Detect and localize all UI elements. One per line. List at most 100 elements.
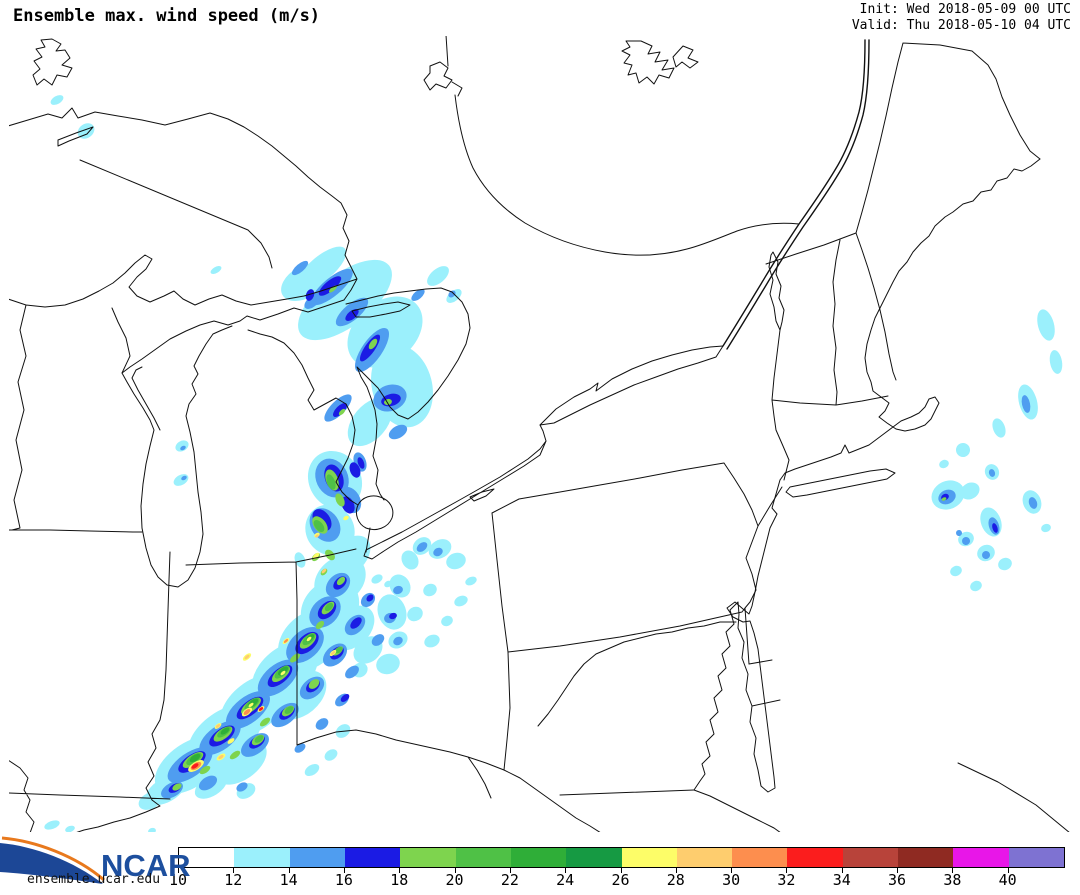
wind-speed-cell — [1041, 523, 1051, 533]
init-time-label: Init: Wed 2018-05-09 00 UTC — [859, 2, 1071, 17]
wind-speed-cell — [393, 585, 403, 595]
wind-speed-cell — [340, 694, 350, 702]
wind-speed-cell — [77, 123, 95, 139]
atlantic-coastline — [779, 158, 1041, 481]
page-title: Ensemble max. wind speed (m/s) — [13, 6, 321, 26]
wind-speed-cell — [988, 469, 996, 477]
lake-nipigon — [32, 38, 73, 86]
colorbar-tick — [897, 868, 899, 873]
wind-speed-cell — [433, 547, 443, 557]
colorbar-tick — [731, 868, 733, 873]
run-metadata: Init: Wed 2018-05-09 00 UTC Valid: Thu 2… — [852, 2, 1071, 34]
wind-speed-cell — [50, 95, 64, 105]
wind-speed-cell — [423, 583, 437, 597]
colorbar-tick-label: 36 — [888, 871, 907, 889]
map-frame — [9, 36, 1070, 832]
upper-peninsula-shore — [121, 299, 345, 374]
mid-atlantic-borders — [491, 462, 783, 771]
wind-speed-cell — [329, 535, 371, 577]
wind-speed-cell — [368, 338, 378, 350]
niagara-river — [539, 424, 547, 442]
colorbar-tick-label: 18 — [390, 871, 409, 889]
colorbar-segment — [1008, 848, 1064, 867]
lake-huron-georgian-bay — [345, 287, 471, 501]
chesapeake-coast — [693, 479, 781, 793]
wind-speed-cell — [343, 515, 349, 521]
valid-time-label: Valid: Thu 2018-05-10 04 UTC — [851, 18, 1071, 33]
wind-speed-cell — [324, 749, 338, 761]
wind-speed-contours — [44, 95, 1063, 832]
colorbar-segment — [400, 848, 456, 867]
long-island — [785, 468, 896, 498]
wind-speed-cell — [229, 750, 241, 760]
wind-speed-cell — [318, 276, 342, 296]
st-lawrence-river — [722, 39, 870, 350]
lake-ontario — [539, 345, 724, 426]
wind-speed-cell — [970, 580, 982, 592]
wind-speed-cell — [283, 639, 289, 643]
colorbar-tick — [399, 868, 401, 873]
colorbar-segment — [732, 848, 788, 867]
colorbar-tick-label: 12 — [224, 871, 243, 889]
wind-speed-cell — [407, 606, 423, 622]
colorbar-segment — [898, 848, 954, 867]
wind-speed-cell — [982, 551, 990, 559]
wind-speed-cell — [939, 459, 949, 469]
colorbar-segment — [953, 848, 1009, 867]
wind-speed-cell — [315, 534, 319, 538]
wind-speed-cell — [441, 615, 453, 627]
colorbar-tick-label: 20 — [445, 871, 464, 889]
wind-speed-cell — [308, 679, 320, 689]
wind-speed-cell — [254, 735, 264, 743]
wind-speed-cell — [298, 259, 392, 341]
wind-speed-cell — [333, 403, 347, 417]
southeast-coast-lines — [693, 762, 1070, 832]
colorbar-tick — [288, 868, 290, 873]
colorbar-tick — [1007, 868, 1009, 873]
colorbar-tick-label: 24 — [556, 871, 575, 889]
wind-speed-cell — [138, 792, 162, 810]
wind-speed-cell — [448, 290, 456, 298]
wind-speed-cell — [376, 653, 400, 675]
colorbar-segment — [179, 848, 235, 867]
wind-speed-cell — [956, 443, 970, 457]
wind-speed-cell — [173, 474, 189, 486]
wind-speed-cell — [315, 718, 329, 730]
wind-speed-cell — [258, 707, 264, 711]
wind-speed-cell — [424, 634, 440, 648]
wind-speed-cell — [148, 827, 156, 832]
wind-speed-cell — [244, 654, 250, 660]
wind-speed-cell — [304, 763, 320, 777]
wind-speed-cell — [172, 783, 182, 791]
wind-speed-cell — [218, 754, 224, 760]
colorbar-segment — [455, 848, 511, 867]
colorbar-tick-label: 22 — [500, 871, 519, 889]
lake-michigan — [121, 325, 233, 588]
colorbar-tick-label: 34 — [832, 871, 851, 889]
wind-speed-cell — [371, 574, 383, 584]
lake-st-clair — [355, 495, 394, 553]
wind-speed-cell — [336, 576, 346, 586]
colorbar-tick-label: 40 — [998, 871, 1017, 889]
wind-speed-cell — [181, 475, 187, 481]
new-england-borders — [771, 232, 897, 481]
colorbar-tick-label: 32 — [777, 871, 796, 889]
maine-borders — [855, 42, 1041, 234]
wind-speed-cell — [1049, 350, 1063, 374]
wind-speed-cell — [1028, 497, 1038, 509]
wind-speed-cell — [175, 440, 189, 452]
wind-speed-cell — [215, 724, 221, 728]
wind-speed-cell — [324, 602, 334, 612]
colorbar-tick — [841, 868, 843, 873]
wind-speed-cell — [199, 765, 211, 775]
colorbar-tick — [454, 868, 456, 873]
wind-speed-cell — [198, 775, 218, 791]
wind-speed-cell — [227, 738, 235, 744]
wind-speed-cell — [941, 497, 947, 501]
wind-speed-cell — [335, 646, 343, 654]
colorbar-segment — [621, 848, 677, 867]
wind-speed-cell — [259, 717, 271, 727]
wind-speed-cell — [278, 666, 288, 676]
wind-speed-cell — [191, 763, 199, 769]
